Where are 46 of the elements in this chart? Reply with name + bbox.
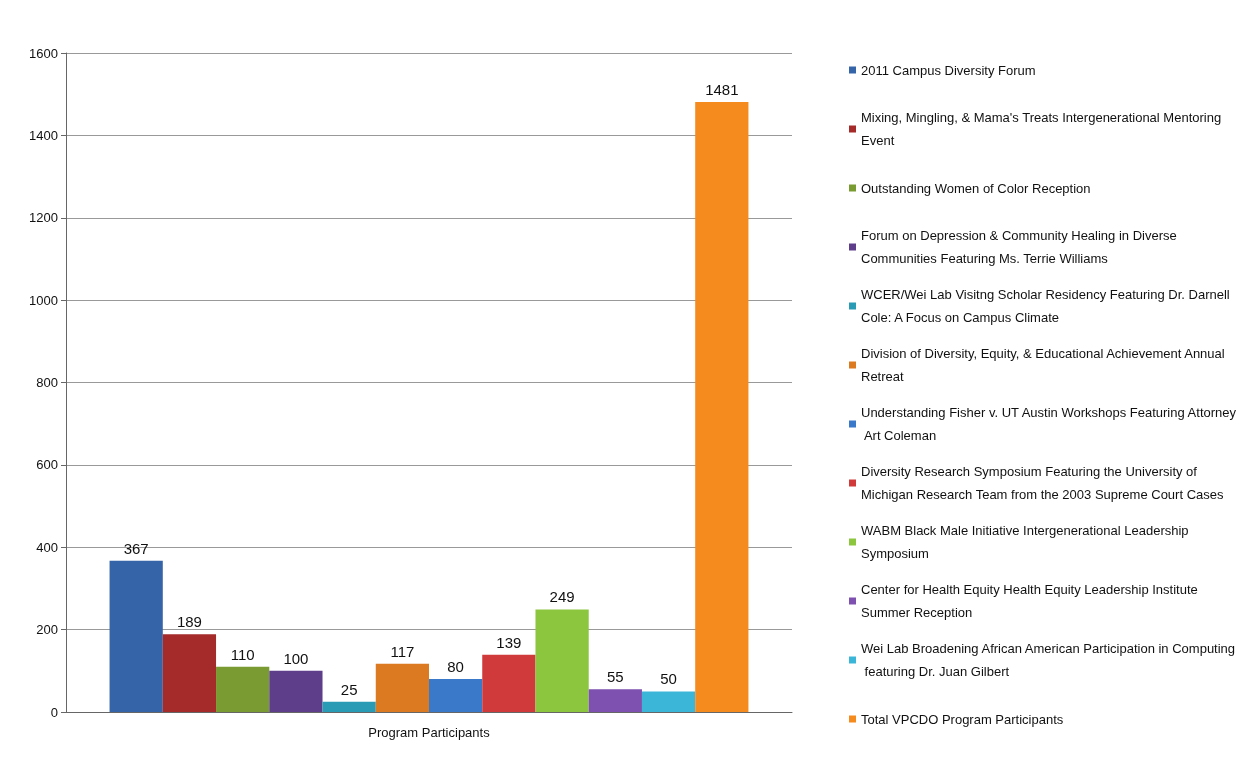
legend-label: Outstanding Women of Color Reception (861, 180, 1091, 196)
data-label: 50 (660, 670, 677, 688)
x-tick-label: Program Participants (368, 725, 491, 740)
legend-label: WABM Black Male Initiative Intergenerational Leadership Symposium (861, 523, 1193, 561)
y-tick-label: 1000 (29, 292, 58, 308)
data-label: 367 (123, 539, 149, 557)
data-label: 139 (496, 633, 522, 651)
y-tick-label: 0 (50, 704, 58, 720)
bar (162, 634, 217, 712)
data-label: 110 (230, 645, 255, 663)
bar (429, 679, 483, 712)
legend-label: Diversity Research Symposium Featuring the University of Michigan Research Team from the 2003 Supreme Court Cases (861, 464, 1224, 502)
bar (109, 560, 163, 712)
legend-label: Center for Health Equity Health Equity Leadership Institute Summer Reception (861, 582, 1202, 620)
y-tick-label: 200 (36, 622, 58, 638)
bar (269, 670, 323, 712)
bar (535, 609, 589, 712)
bar (695, 102, 749, 712)
bar (322, 701, 376, 712)
bar (641, 691, 696, 712)
bar (482, 654, 536, 712)
legend-label: Forum on Depression & Community Healing in Diverse Communities Featuring Ms. Terrie Williams (861, 228, 1181, 266)
data-label: 55 (607, 668, 624, 686)
y-tick-label: 600 (36, 457, 58, 473)
data-label: 80 (447, 658, 464, 676)
y-tick-label: 800 (36, 375, 58, 390)
bar (588, 689, 642, 712)
data-label: 117 (390, 642, 415, 660)
y-tick-label: 1400 (29, 127, 58, 143)
data-label: 100 (283, 649, 309, 667)
legend-label: Understanding Fisher v. UT Austin Workshops Featuring Attorney Art Coleman (861, 405, 1237, 443)
y-tick-label: 1600 (29, 45, 58, 61)
legend-label: Total VPCDO Program Participants (861, 711, 1064, 727)
legend-label: WCER/Wei Lab Visitng Scholar Residency Featuring Dr. Darnell Cole: A Focus on Campus Climate (861, 287, 1234, 325)
y-tick-label: 400 (36, 539, 58, 555)
bar (216, 666, 270, 712)
legend-label: Division of Diversity, Equity, & Educational Achievement Annual Retreat (861, 346, 1229, 384)
data-label: 1481 (705, 81, 739, 99)
legend-label: Wei Lab Broadening African American Participation in Computing featuring Dr. Juan Gilbert (861, 641, 1236, 679)
y-tick-label: 1200 (29, 210, 58, 226)
legend-label: Mixing, Mingling, & Mama's Treats Intergenerational Mentoring Event (861, 110, 1225, 148)
bar (375, 663, 429, 712)
legend-label: 2011 Campus Diversity Forum (861, 62, 1036, 78)
data-label: 25 (340, 680, 358, 698)
data-label: 249 (549, 588, 575, 606)
data-label: 189 (176, 613, 202, 631)
